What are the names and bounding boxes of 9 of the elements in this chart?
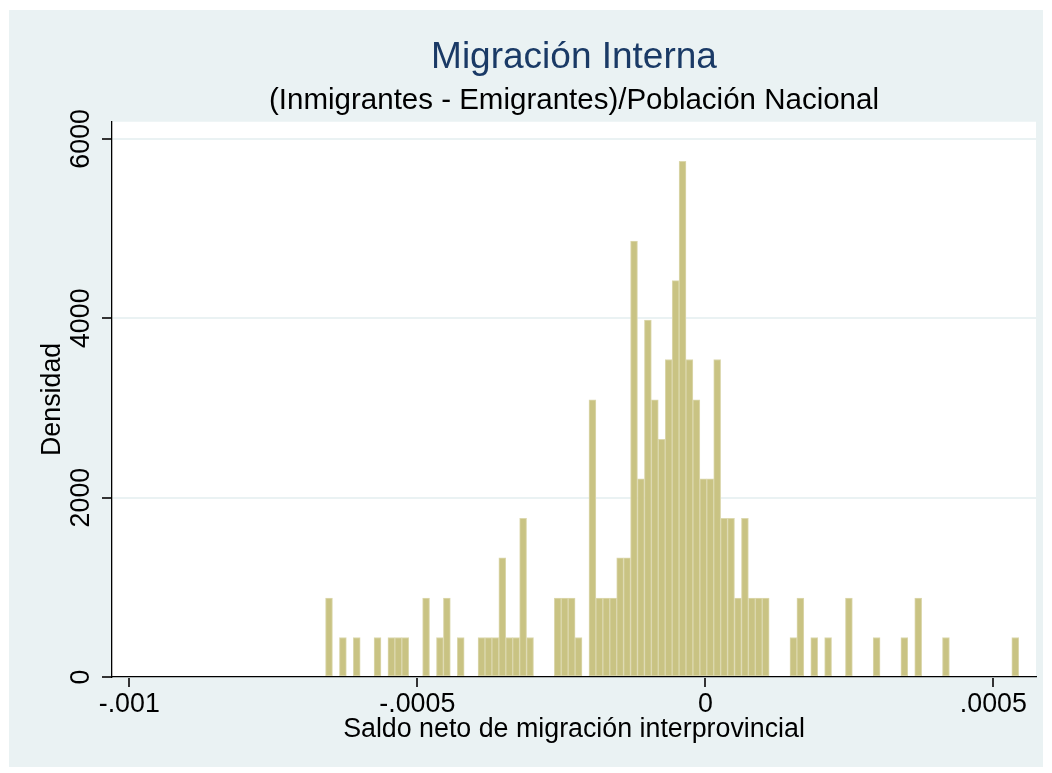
chart-title: Migración Interna: [431, 35, 718, 77]
y-axis-title: Densidad: [36, 342, 67, 457]
y-tick-label: 0: [65, 669, 96, 685]
y-tick-label: 6000: [65, 109, 96, 169]
y-tick-label: 4000: [65, 288, 96, 349]
y-tick-label: 2000: [65, 467, 96, 528]
x-tick-label: -.001: [98, 688, 160, 719]
chart-subtitle: (Inmigrantes - Emigrantes)/Población Nacional: [269, 82, 879, 116]
x-tick-label: .0005: [959, 688, 1027, 719]
